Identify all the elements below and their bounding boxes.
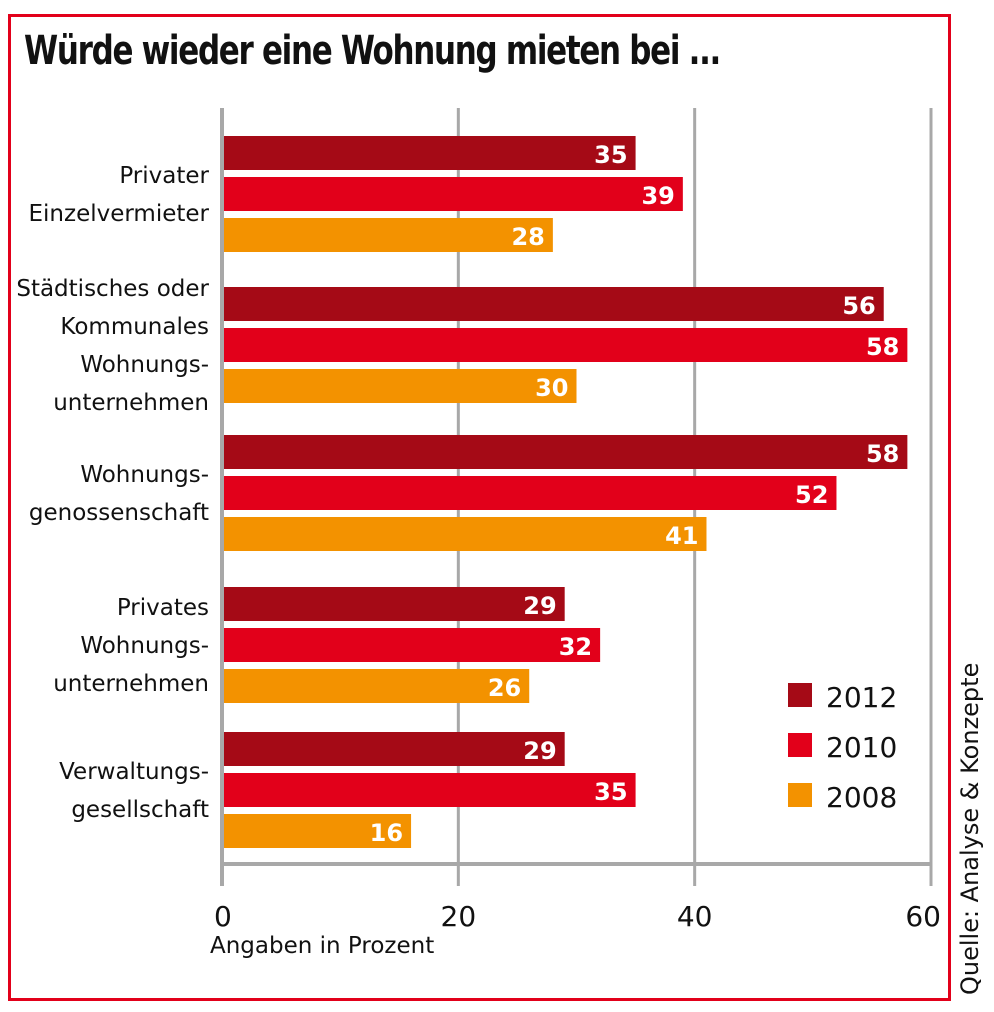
bar-2010 bbox=[224, 177, 683, 211]
bar-value-label: 28 bbox=[511, 223, 544, 251]
bar-2012 bbox=[224, 435, 908, 469]
category-label: Verwaltungs-gesellschaft bbox=[59, 759, 209, 823]
legend-swatch-2010 bbox=[788, 733, 812, 757]
bar-value-label: 58 bbox=[866, 440, 899, 468]
category-label-line: genossenschaft bbox=[29, 500, 209, 526]
chart-title: Würde wieder eine Wohnung mieten bei ... bbox=[24, 28, 721, 74]
category-label-line: Wohnungs- bbox=[80, 352, 209, 378]
bar-value-label: 32 bbox=[559, 633, 592, 661]
category-label: Städtisches oder Kommunales Wohnungs-unter… bbox=[16, 276, 209, 416]
bar-2008 bbox=[224, 517, 707, 551]
category-label-line: Privater bbox=[119, 163, 209, 189]
category-label-line: unternehmen bbox=[53, 390, 209, 416]
legend-label: 2012 bbox=[826, 681, 897, 714]
bar-2010 bbox=[224, 328, 908, 362]
legend-label: 2008 bbox=[826, 781, 897, 814]
bar-value-label: 30 bbox=[535, 374, 568, 402]
legend: 2012 2010 2008 bbox=[788, 681, 897, 814]
x-axis: 0 20 40 60 bbox=[214, 862, 941, 933]
bar-2008 bbox=[224, 369, 577, 403]
bar-value-label: 16 bbox=[370, 819, 403, 847]
x-tick-label: 40 bbox=[677, 900, 713, 933]
category-label-line: Wohnungs- bbox=[80, 633, 209, 659]
x-tick-label: 0 bbox=[214, 900, 232, 933]
bar-value-label: 26 bbox=[488, 674, 521, 702]
bar-value-label: 39 bbox=[641, 182, 674, 210]
bar-value-label: 41 bbox=[665, 522, 698, 550]
category-label-line: Kommunales bbox=[60, 314, 209, 340]
x-axis-title: Angaben in Prozent bbox=[210, 933, 434, 959]
bar-2010 bbox=[224, 773, 636, 807]
bar-2012 bbox=[224, 732, 565, 766]
category-label-line: gesellschaft bbox=[71, 797, 209, 823]
bar-2012 bbox=[224, 587, 565, 621]
category-label-line: Einzelvermieter bbox=[29, 201, 210, 227]
category-labels: Privater Einzelvermieter Städtisches oder K… bbox=[16, 163, 209, 823]
legend-swatch-2008 bbox=[788, 783, 812, 807]
bar-value-label: 58 bbox=[866, 333, 899, 361]
source-note: Quelle: Analyse & Konzepte bbox=[956, 663, 984, 995]
category-label-line: Verwaltungs- bbox=[59, 759, 209, 785]
bar-2008 bbox=[224, 669, 530, 703]
legend-label: 2010 bbox=[826, 731, 897, 764]
category-label: Privates Wohnungs-unternehmen bbox=[53, 595, 209, 697]
category-label-line: unternehmen bbox=[53, 671, 209, 697]
category-label-line: Wohnungs- bbox=[80, 462, 209, 488]
category-label-line: Privates bbox=[117, 595, 209, 621]
bar-value-label: 29 bbox=[523, 737, 556, 765]
category-label-line: Städtisches oder bbox=[16, 276, 209, 302]
bar-value-label: 29 bbox=[523, 592, 556, 620]
chart-frame bbox=[8, 14, 951, 1001]
bar-2010 bbox=[224, 476, 837, 510]
bar-value-label: 35 bbox=[594, 141, 627, 169]
bar-2008 bbox=[224, 814, 412, 848]
bar-2012 bbox=[224, 287, 884, 321]
category-label: Privater Einzelvermieter bbox=[29, 163, 210, 227]
bar-value-label: 35 bbox=[594, 778, 627, 806]
bar-2012 bbox=[224, 136, 636, 170]
x-tick-label: 60 bbox=[905, 900, 941, 933]
legend-swatch-2012 bbox=[788, 683, 812, 707]
bar-value-label: 56 bbox=[842, 292, 875, 320]
bar-value-label: 52 bbox=[795, 481, 828, 509]
x-tick-label: 20 bbox=[441, 900, 477, 933]
bar-2010 bbox=[224, 628, 601, 662]
bar-2008 bbox=[224, 218, 553, 252]
category-label: Wohnungs-genossenschaft bbox=[29, 462, 209, 526]
